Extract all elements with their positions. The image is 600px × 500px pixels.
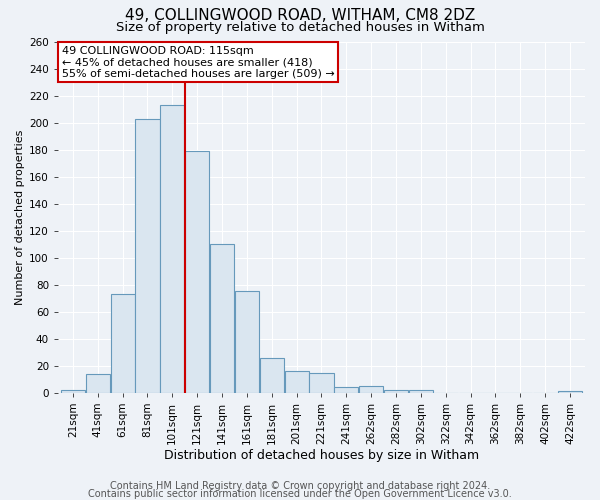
Text: Size of property relative to detached houses in Witham: Size of property relative to detached ho… <box>116 21 484 34</box>
Bar <box>260 358 284 393</box>
Text: Contains public sector information licensed under the Open Government Licence v3: Contains public sector information licen… <box>88 489 512 499</box>
Bar <box>160 105 184 393</box>
Bar <box>185 151 209 393</box>
Bar <box>86 374 110 393</box>
Text: 49, COLLINGWOOD ROAD, WITHAM, CM8 2DZ: 49, COLLINGWOOD ROAD, WITHAM, CM8 2DZ <box>125 8 475 22</box>
Bar <box>235 292 259 393</box>
Bar <box>110 294 134 393</box>
Text: Contains HM Land Registry data © Crown copyright and database right 2024.: Contains HM Land Registry data © Crown c… <box>110 481 490 491</box>
Bar <box>558 392 582 393</box>
Bar <box>334 388 358 393</box>
Bar <box>210 244 234 393</box>
Bar <box>359 386 383 393</box>
Text: 49 COLLINGWOOD ROAD: 115sqm
← 45% of detached houses are smaller (418)
55% of se: 49 COLLINGWOOD ROAD: 115sqm ← 45% of det… <box>62 46 334 79</box>
Bar <box>310 372 334 393</box>
Bar <box>409 390 433 393</box>
X-axis label: Distribution of detached houses by size in Witham: Distribution of detached houses by size … <box>164 450 479 462</box>
Bar <box>136 118 160 393</box>
Y-axis label: Number of detached properties: Number of detached properties <box>15 130 25 305</box>
Bar <box>61 390 85 393</box>
Bar <box>284 371 308 393</box>
Bar <box>384 390 408 393</box>
